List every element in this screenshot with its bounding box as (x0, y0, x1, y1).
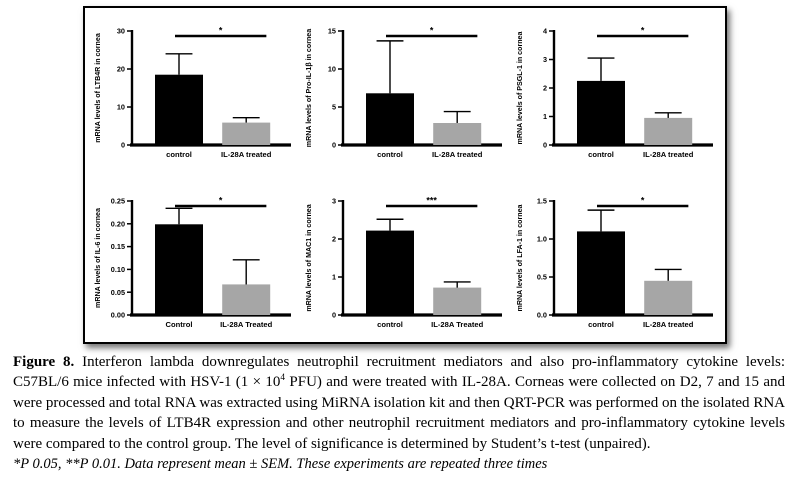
chart-grid: 0 10 20 30 control IL-28A treated * mRNA levels… (85, 8, 725, 341)
bar-treated (222, 122, 271, 145)
y-tick-label: 0 (121, 141, 125, 150)
figure-caption: Figure 8. Interferon lambda downregulate… (13, 352, 785, 454)
significance-stars: *** (426, 196, 437, 206)
x-category-label: control (588, 320, 614, 329)
significance-stars: * (430, 26, 434, 36)
y-tick-label: 3 (332, 197, 336, 206)
bar-chart-svg: 0.0 0.5 1.0 1.5 control IL-28A treated * mRNA l… (516, 196, 713, 329)
y-tick-label: 0.10 (111, 265, 125, 274)
y-tick-label: 2 (332, 235, 336, 244)
bar-control (366, 230, 414, 315)
y-tick-label: 1 (543, 112, 547, 121)
chart-mac1: 0 1 2 3 control IL-28A Treated *** mRNA levels … (302, 183, 508, 341)
y-tick-label: 15 (328, 27, 336, 36)
significance-stars: * (219, 196, 223, 206)
x-category-label: Control (166, 320, 193, 329)
y-tick-label: 0.25 (111, 197, 125, 206)
y-tick-label: 4 (543, 27, 548, 36)
x-category-label: IL-28A treated (643, 320, 694, 329)
y-tick-label: 0.0 (537, 311, 547, 320)
y-tick-label: 0 (332, 141, 336, 150)
x-category-label: control (588, 150, 614, 159)
bar-treated (433, 123, 482, 145)
bar-chart-svg: 0.00 0.05 0.10 0.15 0.20 0.25 Control IL-28A Tr… (94, 196, 291, 329)
chart-il-6: 0.00 0.05 0.10 0.15 0.20 0.25 Control IL-28A Tr… (91, 183, 297, 341)
bar-chart-svg: 0 5 10 15 control IL-28A treated * mRNA levels … (305, 26, 502, 159)
figure-caption-superscript: 4 (280, 373, 286, 384)
x-category-label: IL-28A Treated (431, 320, 483, 329)
y-tick-label: 0.00 (111, 311, 125, 320)
y-axis-title: mRNA levels of IL-6 in cornea (94, 208, 102, 308)
y-axis-title: mRNA levels of PSGL-1 in cornea (516, 32, 524, 145)
y-tick-label: 0.20 (111, 219, 125, 228)
x-category-label: control (166, 150, 192, 159)
x-category-label: IL-28A treated (643, 150, 694, 159)
bar-treated (222, 284, 271, 315)
y-tick-label: 1 (332, 273, 336, 282)
figure-caption-text-post: PFU) and were treated with IL-28A. Corne… (13, 374, 785, 452)
y-tick-label: 0.15 (111, 242, 125, 251)
y-axis-title: mRNA levels of LTB4R in cornea (94, 33, 102, 143)
figure-panel: 0 10 20 30 control IL-28A treated * mRNA levels… (83, 6, 727, 344)
y-tick-label: 5 (332, 103, 336, 112)
x-category-label: control (377, 150, 403, 159)
chart-pro-il-1b: 0 5 10 15 control IL-28A treated * mRNA levels … (302, 13, 508, 171)
y-axis-title: mRNA levels of LFA-1 in cornea (516, 204, 524, 311)
bar-chart-svg: 0 1 2 3 control IL-28A Treated *** mRNA levels … (305, 196, 502, 329)
y-tick-label: 3 (543, 55, 547, 64)
bar-control (577, 231, 625, 315)
y-tick-label: 0 (543, 141, 547, 150)
bar-control (155, 74, 203, 145)
y-tick-label: 0.5 (537, 273, 547, 282)
significance-stars: * (641, 196, 645, 206)
bar-treated (644, 280, 693, 315)
y-axis-title: mRNA levels of MAC1 in cornea (305, 204, 313, 311)
bar-control (155, 224, 203, 315)
chart-psgl-1: 0 1 2 3 4 control IL-28A treated * mRNA levels o… (513, 13, 719, 171)
y-tick-label: 10 (328, 65, 336, 74)
x-category-label: IL-28A treated (432, 150, 483, 159)
bar-treated (433, 287, 482, 315)
x-category-label: control (377, 320, 403, 329)
chart-ltb4r: 0 10 20 30 control IL-28A treated * mRNA levels… (91, 13, 297, 171)
y-tick-label: 20 (117, 65, 125, 74)
y-axis-title: mRNA levels of Pro-IL-1β in cornea (305, 29, 313, 147)
y-tick-label: 30 (117, 27, 125, 36)
y-tick-label: 1.5 (537, 197, 547, 206)
bar-chart-svg: 0 10 20 30 control IL-28A treated * mRNA levels… (94, 26, 291, 159)
x-category-label: IL-28A treated (221, 150, 272, 159)
bar-chart-svg: 0 1 2 3 4 control IL-28A treated * mRNA levels o… (516, 26, 713, 159)
significance-stars: * (219, 26, 223, 36)
bar-control (366, 93, 414, 145)
y-tick-label: 1.0 (537, 235, 547, 244)
x-category-label: IL-28A Treated (220, 320, 272, 329)
figure-caption-label: Figure 8. (13, 354, 75, 370)
figure-caption-text-pre: Interferon lambda downregulates neutroph… (13, 354, 785, 391)
significance-stars: * (641, 26, 645, 36)
bar-control (577, 80, 625, 145)
y-tick-label: 0 (332, 311, 336, 320)
chart-lfa-1: 0.0 0.5 1.0 1.5 control IL-28A treated * mRNA l… (513, 183, 719, 341)
y-tick-label: 0.05 (111, 288, 125, 297)
y-tick-label: 2 (543, 84, 547, 93)
significance-footnote: *P 0.05, **P 0.01. Data represent mean ±… (13, 456, 548, 472)
y-tick-label: 10 (117, 103, 125, 112)
bar-treated (644, 117, 693, 145)
